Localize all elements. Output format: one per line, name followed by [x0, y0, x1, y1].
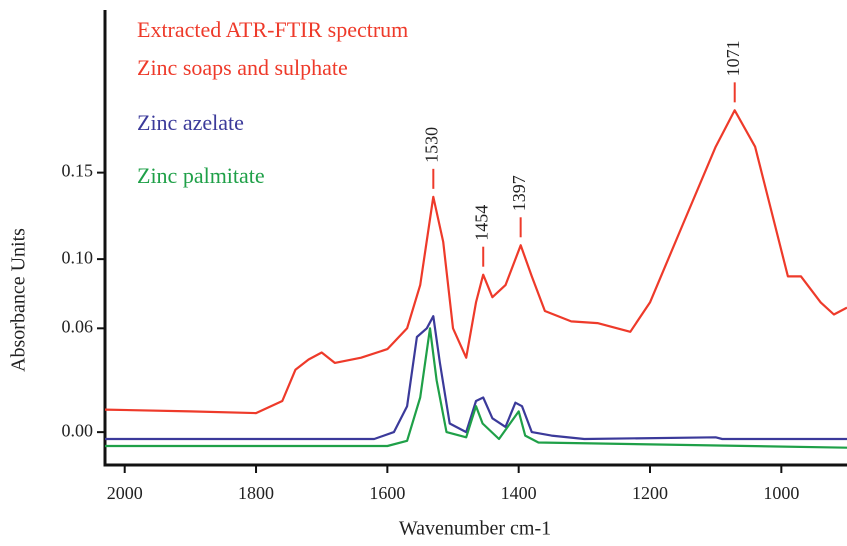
y-tick-label: 0.00 — [62, 420, 94, 440]
x-tick-label: 1400 — [501, 483, 537, 503]
x-tick-label: 1800 — [238, 483, 274, 503]
x-tick-label: 2000 — [107, 483, 143, 503]
y-tick-label: 0.10 — [62, 247, 94, 267]
peak-label: 1454 — [471, 205, 491, 241]
peak-label: 1071 — [723, 40, 743, 76]
peak-label: 1397 — [509, 175, 529, 211]
x-axis-label: Wavenumber cm-1 — [399, 518, 551, 540]
y-tick-label: 0.15 — [62, 161, 94, 181]
legend-label: Zinc palmitate — [137, 163, 265, 188]
spectrum-line — [105, 315, 847, 441]
legend-label: Zinc soaps and sulphate — [137, 55, 348, 80]
y-tick-label: 0.06 — [62, 316, 94, 336]
x-tick-label: 1600 — [369, 483, 405, 503]
legend-label: Zinc azelate — [137, 110, 244, 135]
spectrum-line — [105, 327, 847, 449]
y-axis-label: Absorbance Units — [8, 228, 30, 372]
spectrum-line — [104, 109, 847, 415]
peak-label: 1530 — [421, 127, 441, 163]
x-tick-label: 1200 — [632, 483, 668, 503]
chart-title: Extracted ATR-FTIR spectrum — [137, 17, 408, 42]
x-tick-label: 1000 — [763, 483, 799, 503]
